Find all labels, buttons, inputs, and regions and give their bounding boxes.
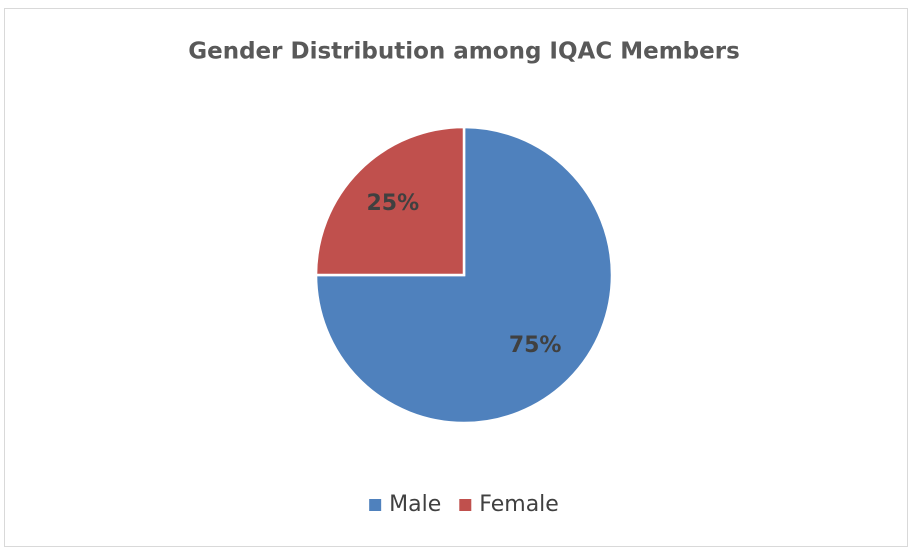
legend-swatch (459, 499, 472, 511)
legend-swatch (369, 499, 382, 511)
legend-label: Female (479, 492, 559, 517)
data-label: 25% (367, 191, 420, 216)
data-label: 75% (509, 333, 562, 358)
legend-label: Male (389, 492, 441, 517)
pie-slice (314, 125, 466, 277)
chart-title: Gender Distribution among IQAC Members (188, 39, 740, 65)
